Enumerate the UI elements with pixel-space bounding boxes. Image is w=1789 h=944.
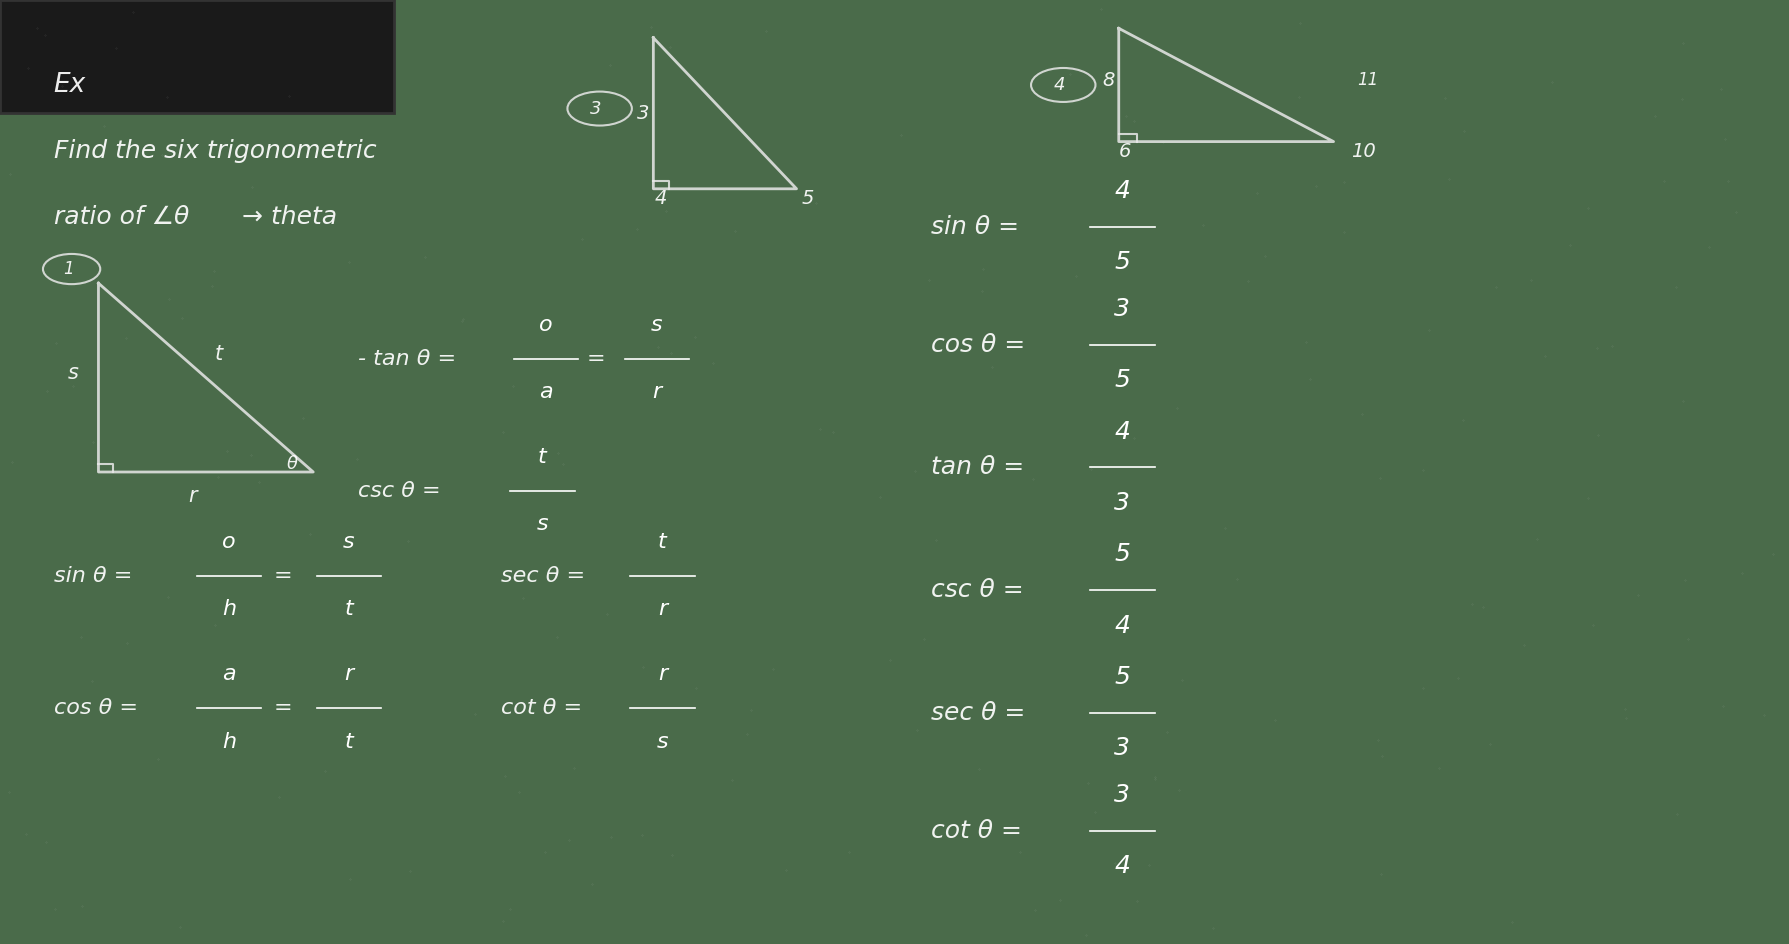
Text: 11: 11 [1356, 71, 1378, 90]
Text: =: = [274, 698, 292, 718]
Text: r: r [657, 599, 667, 619]
Text: 3: 3 [1115, 784, 1129, 807]
Text: cot θ =: cot θ = [930, 818, 1022, 843]
Text: s: s [68, 362, 79, 383]
Text: 5: 5 [801, 189, 814, 208]
Text: 5: 5 [1115, 543, 1129, 566]
Text: θ: θ [286, 455, 297, 474]
Text: csc θ =: csc θ = [930, 578, 1023, 602]
Text: 3: 3 [1115, 491, 1129, 514]
Text: sin θ =: sin θ = [930, 214, 1018, 239]
Text: cos θ =: cos θ = [930, 332, 1025, 357]
Text: 8: 8 [1102, 71, 1115, 90]
Text: 4: 4 [1115, 420, 1129, 444]
Text: h: h [222, 599, 236, 619]
Text: t: t [658, 532, 666, 552]
Text: cos θ =: cos θ = [54, 698, 138, 718]
Text: r: r [343, 665, 354, 684]
Text: 5: 5 [1115, 368, 1129, 392]
Text: s: s [657, 732, 667, 751]
Text: h: h [222, 732, 236, 751]
Text: 3: 3 [1115, 736, 1129, 760]
Text: r: r [657, 665, 667, 684]
Text: 5: 5 [1115, 250, 1129, 274]
Text: t: t [345, 599, 352, 619]
Text: t: t [538, 447, 546, 467]
Text: 3: 3 [590, 99, 601, 118]
Text: 10: 10 [1351, 142, 1376, 160]
Text: cot θ =: cot θ = [501, 698, 581, 718]
Text: → theta: → theta [242, 205, 336, 229]
Text: s: s [537, 514, 547, 534]
Text: - tan θ =: - tan θ = [358, 348, 456, 369]
Polygon shape [0, 0, 394, 113]
Text: a: a [538, 382, 553, 402]
Text: 3: 3 [1115, 297, 1129, 321]
Text: r: r [651, 382, 662, 402]
Text: sec θ =: sec θ = [930, 700, 1025, 725]
Text: o: o [222, 532, 236, 552]
Text: 4: 4 [1115, 854, 1129, 878]
Text: csc θ =: csc θ = [358, 480, 440, 501]
Text: Find the six trigonometric: Find the six trigonometric [54, 139, 376, 163]
Text: 5: 5 [1115, 666, 1129, 689]
Text: 1: 1 [63, 260, 73, 278]
Text: sin θ =: sin θ = [54, 565, 132, 586]
Text: 4: 4 [1115, 614, 1129, 637]
Text: 4: 4 [1115, 179, 1129, 203]
Text: sec θ =: sec θ = [501, 565, 585, 586]
Text: 6: 6 [1118, 142, 1131, 160]
Text: Ex: Ex [54, 72, 86, 98]
Text: a: a [222, 665, 236, 684]
Text: 3: 3 [637, 104, 649, 123]
Text: s: s [651, 315, 662, 335]
Text: 4: 4 [655, 189, 667, 208]
Text: t: t [345, 732, 352, 751]
Text: r: r [188, 485, 197, 506]
Text: 4: 4 [1054, 76, 1064, 94]
Text: =: = [587, 348, 605, 369]
Text: tan θ =: tan θ = [930, 455, 1023, 480]
Text: ratio of ∠θ: ratio of ∠θ [54, 205, 190, 229]
Text: t: t [215, 344, 224, 364]
Text: s: s [343, 532, 354, 552]
Text: =: = [274, 565, 292, 586]
Text: o: o [538, 315, 553, 335]
